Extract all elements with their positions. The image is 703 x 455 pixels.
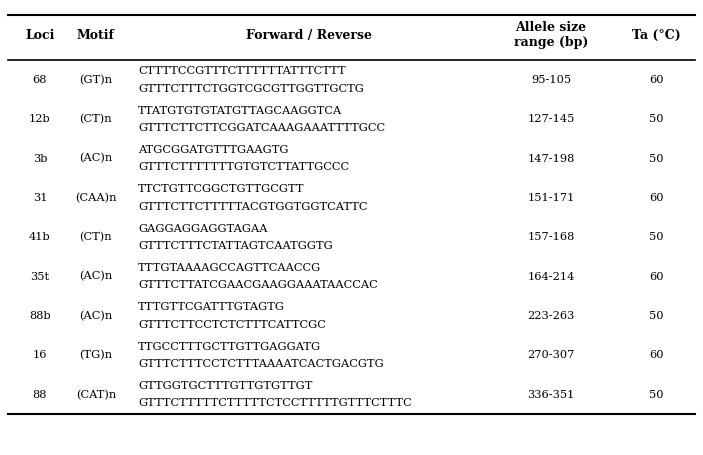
Text: GTTTCTTCCTCTCTTTCATTCGC: GTTTCTTCCTCTCTTTCATTCGC xyxy=(138,319,325,329)
Text: TTTGTAAAAGCCAGTTCAACCG: TTTGTAAAAGCCAGTTCAACCG xyxy=(138,263,321,273)
Text: 60: 60 xyxy=(649,350,664,360)
Text: Loci: Loci xyxy=(25,29,55,42)
Text: Ta (°C): Ta (°C) xyxy=(632,29,681,42)
Text: ATGCGGATGTTTGAAGTG: ATGCGGATGTTTGAAGTG xyxy=(138,145,288,155)
Text: (CT)n: (CT)n xyxy=(79,232,112,243)
Text: (TG)n: (TG)n xyxy=(79,350,112,360)
Text: 157-168: 157-168 xyxy=(527,232,575,242)
Text: 164-214: 164-214 xyxy=(527,272,575,282)
Text: 50: 50 xyxy=(649,311,664,321)
Text: TTATGTGTGTATGTTAGCAAGGTCA: TTATGTGTGTATGTTAGCAAGGTCA xyxy=(138,106,342,116)
Text: (AC)n: (AC)n xyxy=(79,153,112,164)
Text: TTGCCTTTGCTTGTTGAGGATG: TTGCCTTTGCTTGTTGAGGATG xyxy=(138,342,321,352)
Text: (GT)n: (GT)n xyxy=(79,75,112,85)
Text: 68: 68 xyxy=(32,75,47,85)
Text: TTCTGTTCGGCTGTTGCGTT: TTCTGTTCGGCTGTTGCGTT xyxy=(138,184,304,194)
Text: GTTTCTTTCTGGTCGCGTTGGTTGCTG: GTTTCTTTCTGGTCGCGTTGGTTGCTG xyxy=(138,84,364,94)
Text: 50: 50 xyxy=(649,153,664,163)
Text: 151-171: 151-171 xyxy=(527,193,575,203)
Text: 50: 50 xyxy=(649,114,664,124)
Text: GTTTCTTTTTTTGTGTCTTATTGCCC: GTTTCTTTTTTTGTGTCTTATTGCCC xyxy=(138,162,349,172)
Text: (AC)n: (AC)n xyxy=(79,272,112,282)
Text: 60: 60 xyxy=(649,193,664,203)
Text: 95-105: 95-105 xyxy=(531,75,571,85)
Text: 88: 88 xyxy=(32,389,47,399)
Text: 50: 50 xyxy=(649,232,664,242)
Text: (CT)n: (CT)n xyxy=(79,114,112,124)
Text: 35t: 35t xyxy=(30,272,49,282)
Text: (CAA)n: (CAA)n xyxy=(75,193,117,203)
Text: TTTGTTCGATTTGTAGTG: TTTGTTCGATTTGTAGTG xyxy=(138,302,285,312)
Text: GTTTCTTCTTTTTACGTGGTGGTCATTC: GTTTCTTCTTTTTACGTGGTGGTCATTC xyxy=(138,202,368,212)
Text: GTTTCTTATCGAACGAAGGAAATAACCAC: GTTTCTTATCGAACGAAGGAAATAACCAC xyxy=(138,280,378,290)
Text: 270-307: 270-307 xyxy=(527,350,575,360)
Text: GTTGGTGCTTTGTTGTGTTGT: GTTGGTGCTTTGTTGTGTTGT xyxy=(138,381,312,391)
Text: GAGGAGGAGGTAGAA: GAGGAGGAGGTAGAA xyxy=(138,223,267,233)
Text: (AC)n: (AC)n xyxy=(79,311,112,321)
Text: GTTTCTTCTTCGGATCAAAGAAATTTTGCC: GTTTCTTCTTCGGATCAAAGAAATTTTGCC xyxy=(138,123,385,133)
Text: 31: 31 xyxy=(32,193,47,203)
Text: 147-198: 147-198 xyxy=(527,153,575,163)
Text: 12b: 12b xyxy=(29,114,51,124)
Text: CTTTTCCGTTTCTTTTTTATTTCTTT: CTTTTCCGTTTCTTTTTTATTTCTTT xyxy=(138,66,346,76)
Text: 60: 60 xyxy=(649,75,664,85)
Text: (CAT)n: (CAT)n xyxy=(76,389,116,400)
Text: GTTTCTTTCCTCTTTAAAATCACTGACGTG: GTTTCTTTCCTCTTTAAAATCACTGACGTG xyxy=(138,359,384,369)
Text: 60: 60 xyxy=(649,272,664,282)
Text: 88b: 88b xyxy=(29,311,51,321)
Text: 16: 16 xyxy=(32,350,47,360)
Text: 336-351: 336-351 xyxy=(527,389,575,399)
Text: 50: 50 xyxy=(649,389,664,399)
Text: GTTTCTTTCTATTAGTCAATGGTG: GTTTCTTTCTATTAGTCAATGGTG xyxy=(138,241,333,251)
Text: Motif: Motif xyxy=(77,29,115,42)
Text: Forward / Reverse: Forward / Reverse xyxy=(247,29,373,42)
Text: 3b: 3b xyxy=(32,153,47,163)
Text: 127-145: 127-145 xyxy=(527,114,575,124)
Text: Allele size
range (bp): Allele size range (bp) xyxy=(514,21,588,49)
Text: 223-263: 223-263 xyxy=(527,311,575,321)
Text: 41b: 41b xyxy=(29,232,51,242)
Text: GTTTCTTTTTCTTTTTCTCCTTTTTGTTTCTTTC: GTTTCTTTTTCTTTTTCTCCTTTTTGTTTCTTTC xyxy=(138,398,412,408)
